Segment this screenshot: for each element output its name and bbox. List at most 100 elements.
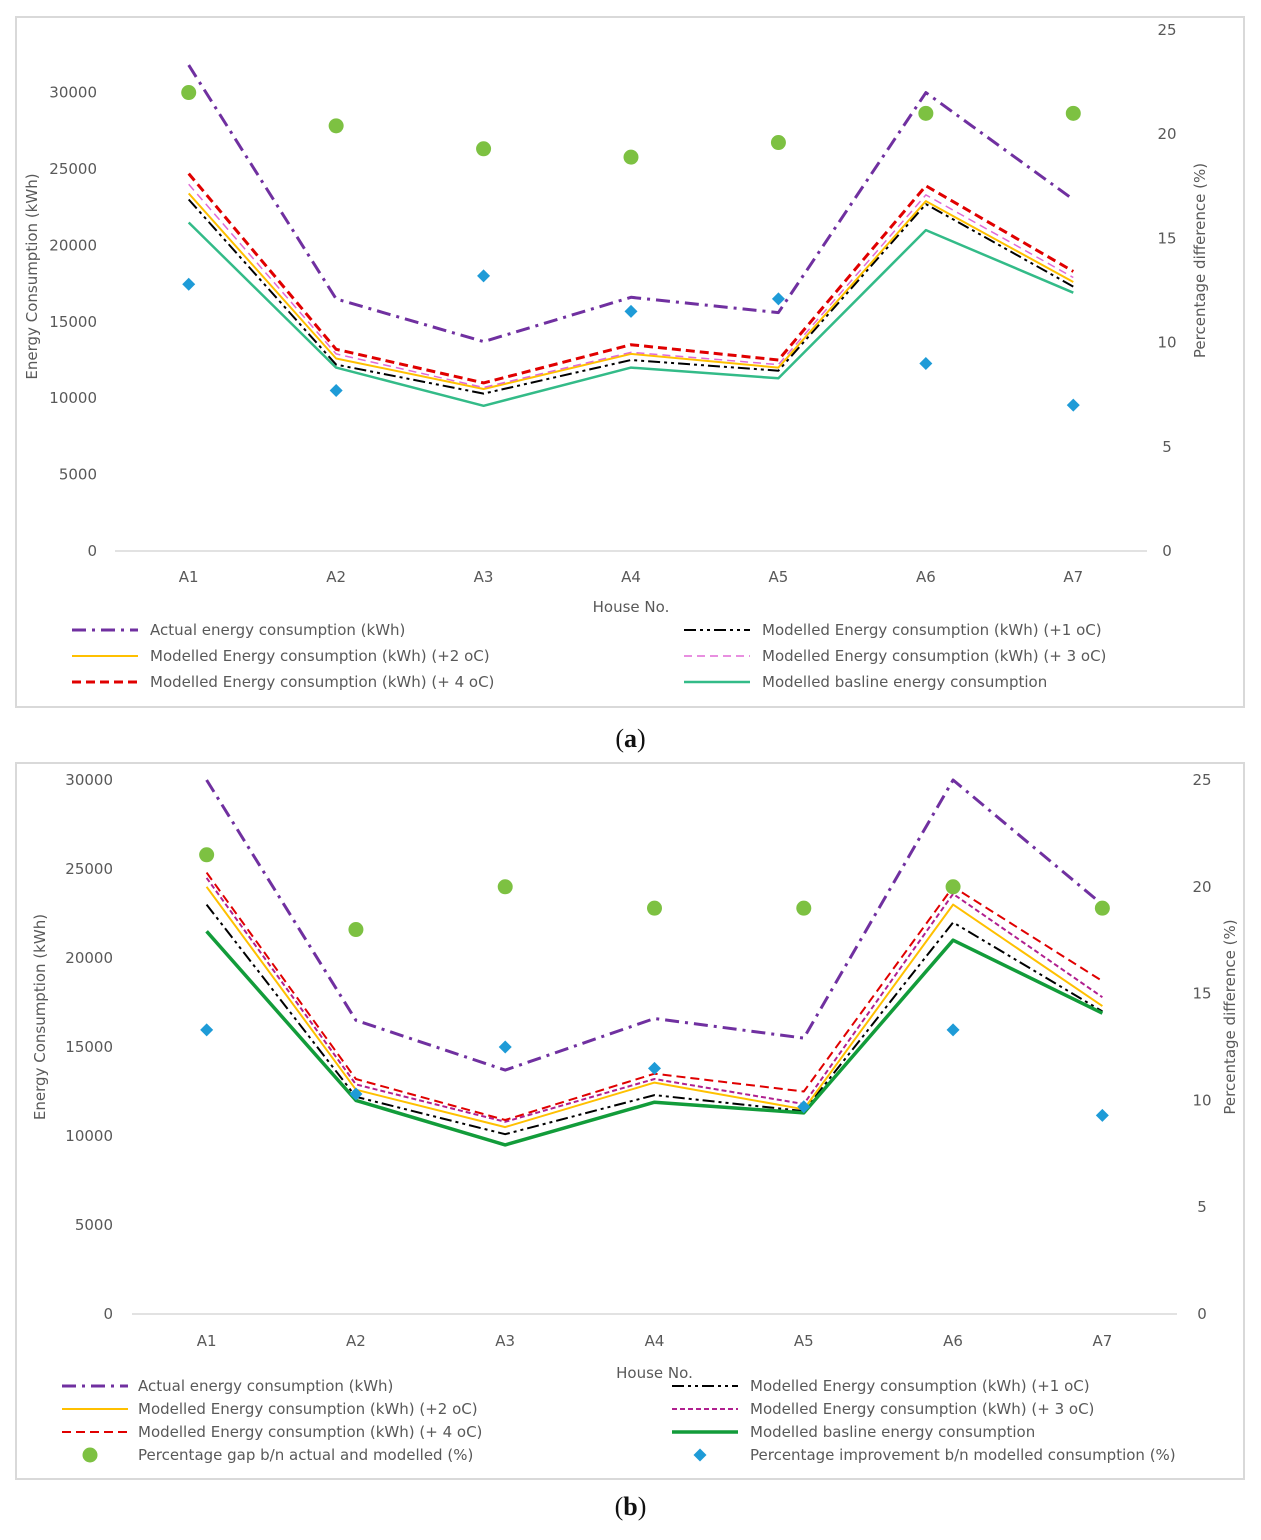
y2-tick-label: 20 — [1157, 125, 1176, 143]
legend-label-plus1: Modelled Energy consumption (kWh) (+1 oC… — [750, 1377, 1090, 1395]
x-tick-label: A2 — [326, 568, 346, 586]
point-improve — [182, 277, 196, 291]
y-tick-label: 10000 — [65, 1127, 113, 1145]
y-tick-label: 20000 — [65, 949, 113, 967]
point-gap — [181, 85, 197, 101]
y2-tick-label: 25 — [1157, 21, 1176, 39]
legend-label-improve: Percentage improvement b/n modelled cons… — [750, 1446, 1176, 1464]
point-improve — [200, 1023, 214, 1037]
series-line-plus4 — [187, 172, 1075, 385]
point-gap — [476, 141, 492, 157]
y2-tick-label: 20 — [1192, 878, 1211, 896]
point-gap — [199, 847, 215, 863]
y2-tick-label: 25 — [1192, 771, 1211, 789]
x-tick-label: A6 — [943, 1332, 963, 1350]
point-improve — [477, 269, 491, 283]
y-tick-label: 20000 — [49, 236, 97, 254]
y2-tick-label: 0 — [1162, 542, 1172, 560]
point-gap — [770, 135, 786, 151]
point-improve — [797, 1100, 811, 1114]
point-gap — [348, 922, 364, 938]
y2-tick-label: 0 — [1197, 1305, 1207, 1323]
caption-a-letter: a — [624, 724, 637, 753]
series-line-baseline — [187, 221, 1074, 408]
caption-b-letter: b — [623, 1492, 638, 1521]
legend-swatch-improve — [693, 1448, 707, 1462]
x-tick-label: A3 — [495, 1332, 515, 1350]
series-line-plus2 — [205, 886, 1103, 1129]
point-improve — [624, 304, 638, 318]
legend-label-actual: Actual energy consumption (kWh) — [138, 1377, 393, 1395]
y-tick-label: 30000 — [49, 84, 97, 102]
series-line-actual — [205, 778, 1104, 1072]
point-improve — [771, 292, 785, 306]
series-line-plus3 — [205, 877, 1103, 1123]
point-improve — [329, 384, 343, 398]
y-axis-label: Energy Consumption (kWh) — [31, 914, 49, 1120]
legend-label-plus1: Modelled Energy consumption (kWh) (+1 oC… — [762, 621, 1102, 639]
point-gap — [328, 118, 344, 134]
x-tick-label: A1 — [197, 1332, 217, 1350]
point-gap — [945, 879, 961, 895]
point-improve — [1066, 398, 1080, 412]
legend-label-plus4: Modelled Energy consumption (kWh) (+ 4 o… — [150, 673, 494, 691]
caption-b: (b) — [614, 1492, 647, 1521]
x-tick-label: A7 — [1092, 1332, 1112, 1350]
series-line-plus2 — [187, 192, 1074, 390]
series-line-actual — [187, 64, 1075, 344]
y-tick-label: 30000 — [65, 771, 113, 789]
legend-label-gap: Percentage gap b/n actual and modelled (… — [138, 1446, 473, 1464]
point-improve — [919, 356, 933, 370]
x-axis-label: House No. — [616, 1364, 693, 1382]
series-line-plus1 — [205, 903, 1103, 1136]
y-tick-label: 15000 — [49, 313, 97, 331]
x-tick-label: A4 — [645, 1332, 665, 1350]
x-tick-label: A5 — [794, 1332, 814, 1350]
y-tick-label: 15000 — [65, 1038, 113, 1056]
legend-label-actual: Actual energy consumption (kWh) — [150, 621, 405, 639]
legend-label-plus2: Modelled Energy consumption (kWh) (+2 oC… — [150, 647, 490, 665]
y-tick-label: 25000 — [65, 860, 113, 878]
point-gap — [647, 900, 662, 916]
chart-a-svg: 0 5000 10000 15000 20000 25000 30000 0 5 10 15 20 25… — [23, 21, 1209, 691]
y-tick-label: 0 — [87, 542, 97, 560]
series-line-plus3 — [188, 183, 1074, 389]
y-tick-label: 5000 — [75, 1216, 113, 1234]
y2-tick-label: 5 — [1162, 438, 1172, 456]
y-tick-label: 5000 — [59, 466, 97, 484]
x-tick-label: A6 — [916, 568, 936, 586]
y-tick-label: 10000 — [49, 389, 97, 407]
y2-tick-label: 15 — [1157, 229, 1176, 247]
y2-axis-label: Percentage difference (%) — [1221, 919, 1239, 1114]
point-improve — [498, 1040, 512, 1054]
legend-label-plus3: Modelled Energy consumption (kWh) (+ 3 o… — [762, 647, 1106, 665]
x-tick-label: A4 — [621, 568, 641, 586]
chart-b-svg: 0 5000 10000 15000 20000 25000 30000 0 5 10 15 20 25… — [31, 771, 1239, 1464]
x-tick-label: A1 — [179, 568, 199, 586]
legend-label-plus3: Modelled Energy consumption (kWh) (+ 3 o… — [750, 1400, 1094, 1418]
series-line-plus1 — [187, 198, 1074, 395]
point-improve — [946, 1023, 960, 1037]
legend-label-plus4: Modelled Energy consumption (kWh) (+ 4 o… — [138, 1423, 482, 1441]
y2-tick-label: 10 — [1157, 334, 1176, 352]
point-gap — [623, 149, 639, 165]
x-axis-label: House No. — [593, 598, 670, 616]
point-gap — [1065, 105, 1081, 121]
point-gap — [497, 879, 513, 895]
x-tick-label: A2 — [346, 1332, 366, 1350]
legend-label-baseline: Modelled basline energy consumption — [750, 1423, 1035, 1441]
chart-panel-b: 0 5000 10000 15000 20000 25000 30000 0 5 10 15 20 25… — [15, 762, 1245, 1480]
legend-label-plus2: Modelled Energy consumption (kWh) (+2 oC… — [138, 1400, 478, 1418]
point-gap — [796, 900, 812, 916]
y2-axis-label: Percentage difference (%) — [1191, 163, 1209, 358]
y2-tick-label: 15 — [1192, 985, 1211, 1003]
point-improve — [1095, 1108, 1109, 1122]
y-tick-label: 25000 — [49, 160, 97, 178]
y-tick-label: 0 — [103, 1305, 113, 1323]
point-gap — [918, 105, 934, 121]
chart-panel-a: 0 5000 10000 15000 20000 25000 30000 0 5 10 15 20 25… — [15, 16, 1245, 708]
y-axis-label: Energy Consumption (kWh) — [23, 173, 41, 379]
point-improve — [648, 1061, 661, 1075]
point-improve — [349, 1087, 363, 1101]
y2-tick-label: 10 — [1192, 1091, 1211, 1109]
